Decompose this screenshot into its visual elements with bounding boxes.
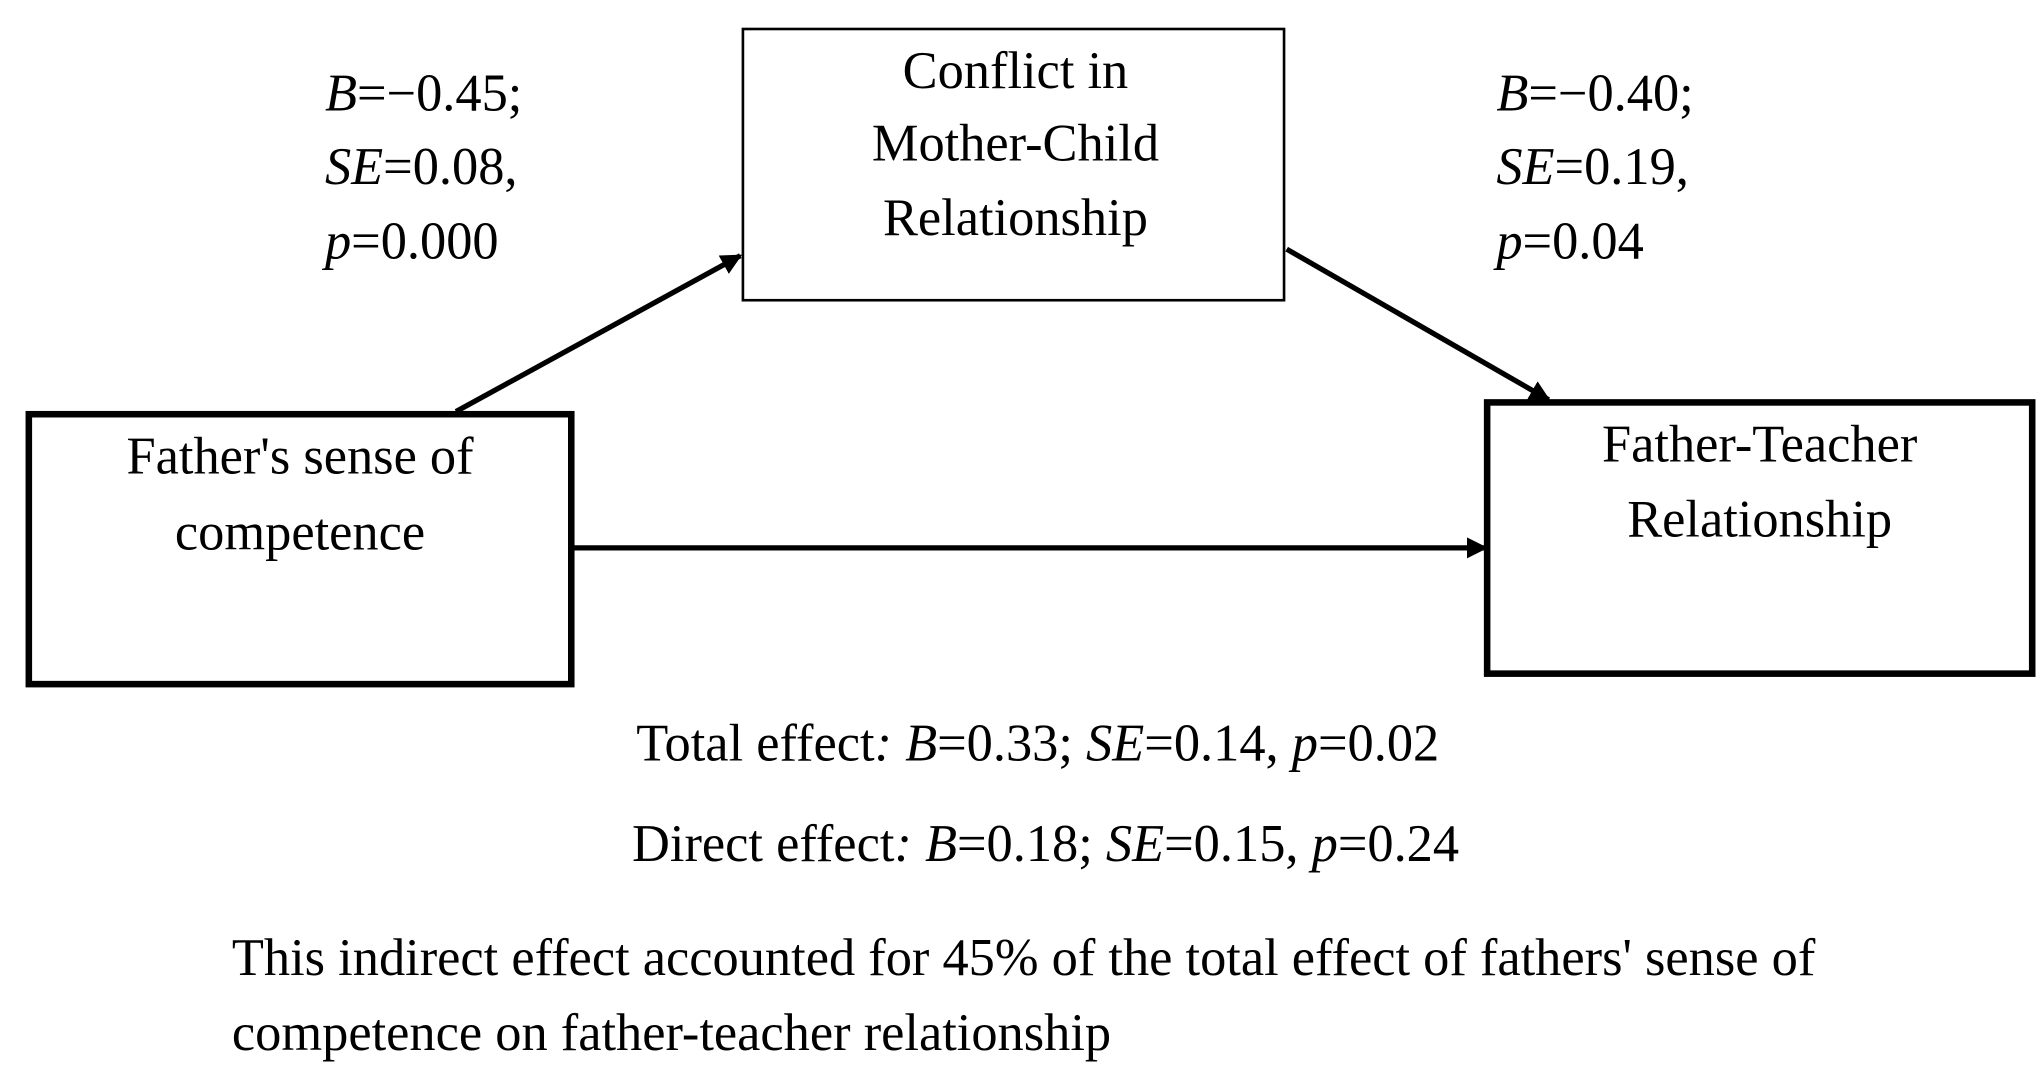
stat-text: Total effect: B=0.33; SE=0.14, p=0.02 — [636, 714, 1439, 772]
note-text: This indirect effect accounted for 45% o… — [232, 929, 1816, 987]
stat-run: SE — [1496, 138, 1554, 196]
stat-text: p=0.04 — [1492, 213, 1643, 271]
node-label: Relationship — [883, 189, 1148, 247]
stat-run: B — [1496, 64, 1528, 122]
stat-run: =−0.45; — [357, 64, 522, 122]
stat-run: p — [1492, 213, 1522, 271]
stat-text: SE=0.08, — [325, 138, 518, 196]
stat-run: =−0.40; — [1528, 64, 1693, 122]
stat-run: p — [1308, 815, 1338, 873]
note-text: competence on father-teacher relationshi… — [232, 1004, 1111, 1062]
stat-run: =0.02 — [1318, 714, 1439, 772]
stat-run: SE — [1106, 815, 1164, 873]
stat-run: Total effect — [636, 714, 875, 772]
node-label: Relationship — [1627, 490, 1892, 548]
stat-run: =0.33; — [937, 714, 1086, 772]
stat-run: =0.18; — [957, 815, 1106, 873]
stat-run: =0.19, — [1555, 138, 1689, 196]
stat-run: =0.24 — [1338, 815, 1459, 873]
stat-run: B — [325, 64, 357, 122]
stat-text: B=−0.45; — [325, 64, 522, 122]
stat-run: =0.04 — [1523, 213, 1644, 271]
stat-run: : B — [894, 815, 957, 873]
node-label: Mother-Child — [872, 114, 1159, 172]
stat-text: B=−0.40; — [1496, 64, 1693, 122]
arrow-b — [1285, 246, 1551, 403]
node-label: Father-Teacher — [1602, 416, 1917, 474]
stat-text: SE=0.19, — [1496, 138, 1689, 196]
stat-run: =0.14, — [1144, 714, 1291, 772]
stat-run: =0.08, — [383, 138, 517, 196]
node-label: Conflict in — [903, 42, 1129, 100]
stat-run: Direct effect — [632, 815, 895, 873]
stat-run: : B — [875, 714, 938, 772]
stat-run: SE — [325, 138, 383, 196]
node-label: Father's sense of — [127, 427, 475, 485]
stat-run: p — [321, 213, 351, 271]
arrow-a — [454, 253, 743, 414]
node-label: competence — [175, 503, 425, 561]
stat-run: SE — [1086, 714, 1144, 772]
stat-text: p=0.000 — [321, 213, 499, 271]
stat-text: Direct effect: B=0.18; SE=0.15, p=0.24 — [632, 815, 1459, 873]
stat-run: p — [1288, 714, 1318, 772]
stat-run: =0.000 — [351, 213, 498, 271]
stat-run: =0.15, — [1164, 815, 1311, 873]
mediator-box — [741, 27, 1286, 302]
